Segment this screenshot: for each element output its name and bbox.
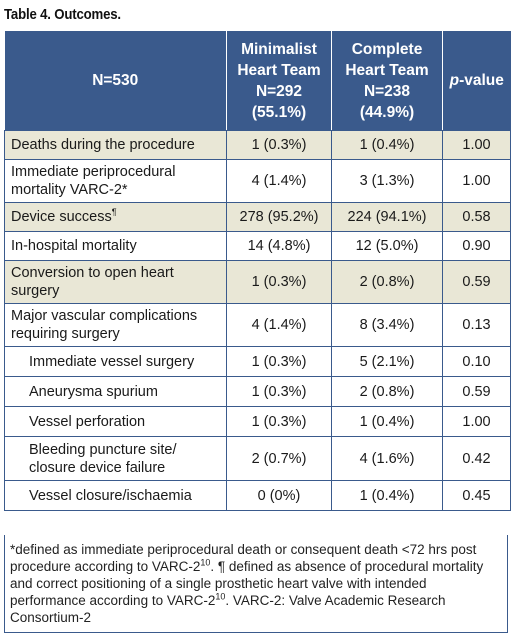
outcome-label: Vessel closure/ischaemia (4, 480, 227, 511)
p-value: 0.59 (442, 376, 511, 407)
complete-value: 8 (3.4%) (331, 303, 443, 347)
table-row: Bleeding puncture site/ closure device f… (4, 436, 511, 481)
table-row: Immediate vessel surgery 1 (0.3%) 5 (2.1%)… (4, 346, 511, 377)
complete-value: 12 (5.0%) (331, 231, 443, 261)
table-row: Major vascular complications requiring s… (4, 303, 511, 347)
p-value: 1.00 (442, 130, 511, 160)
outcomes-table: N=530 Minimalist Heart Team N=292 (55.1%… (4, 31, 511, 511)
minimalist-value: 2 (0.7%) (226, 436, 332, 481)
outcome-label: Device success¶ (4, 202, 227, 232)
table-row: Conversion to open heart surgery 1 (0.3%)… (4, 260, 511, 304)
outcome-label: Immediate vessel surgery (4, 346, 227, 377)
minimalist-value: 4 (1.4%) (226, 159, 332, 203)
complete-value: 1 (0.4%) (331, 480, 443, 511)
p-value: 1.00 (442, 406, 511, 437)
table-row: In-hospital mortality 14 (4.8%) 12 (5.0%) 0… (4, 231, 511, 261)
minimalist-value: 1 (0.3%) (226, 406, 332, 437)
outcome-label: Aneurysma spurium (4, 376, 227, 407)
table-body: Deaths during the procedure 1 (0.3%) 1 (0.… (4, 130, 511, 511)
outcome-label: Immediate periprocedural mortality VARC-… (4, 159, 227, 203)
table-caption: Table 4. Outcomes. (4, 6, 121, 23)
complete-value: 2 (0.8%) (331, 376, 443, 407)
p-value: 0.42 (442, 436, 511, 481)
p-value: 0.13 (442, 303, 511, 347)
header-cohort: N=530 (4, 31, 227, 131)
complete-value: 224 (94.1%) (331, 202, 443, 232)
footnote-box (4, 535, 508, 633)
table-row: Aneurysma spurium 1 (0.3%) 2 (0.8%) 0.59 (4, 376, 511, 407)
table-row: Vessel perforation 1 (0.3%) 1 (0.4%) 1.00 (4, 406, 511, 437)
outcome-label: Major vascular complications requiring s… (4, 303, 227, 347)
table-header-row: N=530 Minimalist Heart Team N=292 (55.1%… (4, 31, 511, 131)
complete-value: 5 (2.1%) (331, 346, 443, 377)
complete-value: 3 (1.3%) (331, 159, 443, 203)
minimalist-value: 1 (0.3%) (226, 130, 332, 160)
p-value: 0.58 (442, 202, 511, 232)
p-value: 0.59 (442, 260, 511, 304)
minimalist-value: 1 (0.3%) (226, 260, 332, 304)
minimalist-value: 14 (4.8%) (226, 231, 332, 261)
outcome-label: Conversion to open heart surgery (4, 260, 227, 304)
minimalist-value: 0 (0%) (226, 480, 332, 511)
minimalist-value: 1 (0.3%) (226, 376, 332, 407)
complete-value: 1 (0.4%) (331, 130, 443, 160)
complete-value: 4 (1.6%) (331, 436, 443, 481)
table-row: Deaths during the procedure 1 (0.3%) 1 (0.… (4, 130, 511, 160)
outcome-label: Deaths during the procedure (4, 130, 227, 160)
p-value: 0.10 (442, 346, 511, 377)
complete-value: 2 (0.8%) (331, 260, 443, 304)
header-complete: Complete Heart Team N=238 (44.9%) (331, 31, 443, 131)
minimalist-value: 1 (0.3%) (226, 346, 332, 377)
minimalist-value: 278 (95.2%) (226, 202, 332, 232)
table-footnote: *defined as immediate periprocedural dea… (10, 542, 484, 625)
outcome-label: In-hospital mortality (4, 231, 227, 261)
table-row: Device success¶ 278 (95.2%) 224 (94.1%) 0.5… (4, 202, 511, 232)
complete-value: 1 (0.4%) (331, 406, 443, 437)
table-row: Vessel closure/ischaemia 0 (0%) 1 (0.4%) 0.… (4, 480, 511, 511)
p-value: 0.90 (442, 231, 511, 261)
outcome-label: Vessel perforation (4, 406, 227, 437)
outcome-label: Bleeding puncture site/ closure device f… (4, 436, 227, 481)
p-value: 0.45 (442, 480, 511, 511)
table-row: Immediate periprocedural mortality VARC-… (4, 159, 511, 203)
p-value: 1.00 (442, 159, 511, 203)
header-minimalist: Minimalist Heart Team N=292 (55.1%) (226, 31, 332, 131)
minimalist-value: 4 (1.4%) (226, 303, 332, 347)
header-p-value: p-value (442, 31, 511, 131)
